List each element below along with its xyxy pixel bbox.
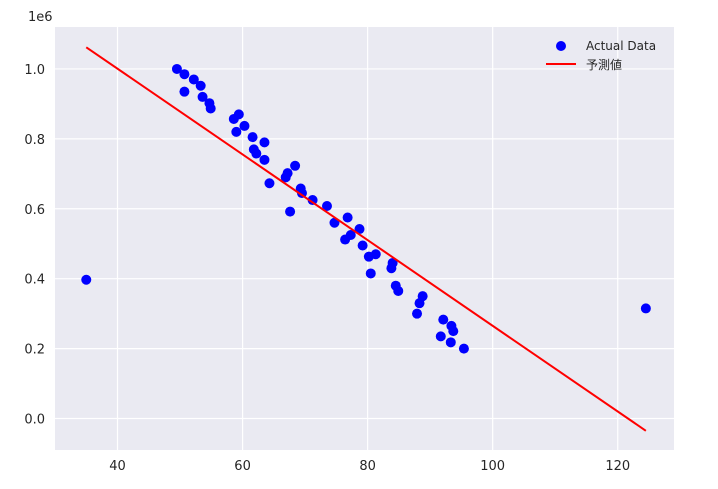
data-point-26 [321, 200, 332, 211]
y-tick-labels: 0.0 0.2 0.4 0.6 0.8 1.0 [24, 63, 45, 428]
data-point-12 [239, 120, 250, 131]
data-point-15 [251, 148, 262, 159]
data-point-40 [412, 308, 423, 319]
series-layer [81, 46, 651, 432]
data-point-39 [393, 285, 404, 296]
x-tick-label-2: 80 [359, 459, 376, 474]
y-tick-label-1: 0.2 [24, 343, 45, 358]
legend-label-prediction: 予測値 [586, 57, 622, 72]
y-tick-label-0: 0.0 [24, 413, 45, 428]
data-point-4 [188, 74, 199, 85]
data-point-30 [345, 230, 356, 241]
data-point-45 [445, 337, 456, 348]
data-point-22 [290, 160, 301, 171]
data-point-20 [282, 168, 293, 179]
y-tick-label-4: 0.8 [24, 133, 45, 148]
data-point-43 [435, 331, 446, 342]
data-point-42 [417, 291, 428, 302]
data-point-3 [179, 86, 190, 97]
y-scale-label: 1e6 [28, 10, 53, 25]
data-point-6 [197, 91, 208, 102]
data-point-25 [307, 195, 318, 206]
data-point-0 [81, 274, 92, 285]
data-point-35 [370, 249, 381, 260]
data-point-8 [205, 103, 216, 114]
x-tick-label-3: 100 [480, 459, 505, 474]
data-point-47 [448, 326, 459, 337]
legend-label-actual-data: Actual Data [586, 39, 656, 53]
data-point-29 [342, 212, 353, 223]
prediction-line [85, 46, 647, 432]
x-tick-label-4: 120 [605, 459, 630, 474]
x-tick-label-1: 60 [234, 459, 251, 474]
grid [55, 27, 674, 450]
data-point-44 [438, 314, 449, 325]
legend: Actual Data 予測値 [546, 39, 656, 72]
data-point-18 [264, 178, 275, 189]
data-point-49 [640, 303, 651, 314]
y-tick-label-5: 1.0 [24, 63, 45, 78]
data-point-31 [354, 224, 365, 235]
legend-marker-actual-data [556, 41, 566, 51]
data-point-10 [231, 126, 242, 137]
data-point-37 [387, 257, 398, 268]
data-point-1 [171, 63, 182, 74]
data-point-34 [365, 268, 376, 279]
data-point-2 [179, 69, 190, 80]
x-tick-label-0: 40 [109, 459, 126, 474]
data-point-48 [458, 343, 469, 354]
data-point-17 [259, 137, 270, 148]
data-point-32 [357, 240, 368, 251]
y-tick-label-2: 0.4 [24, 273, 45, 288]
data-point-5 [195, 80, 206, 91]
y-tick-label-3: 0.6 [24, 203, 45, 218]
x-tick-labels: 40 60 80 100 120 [109, 459, 630, 474]
data-point-24 [296, 188, 307, 199]
data-point-21 [285, 206, 296, 217]
data-point-13 [247, 132, 258, 143]
data-point-11 [233, 109, 244, 120]
data-point-16 [259, 154, 270, 165]
